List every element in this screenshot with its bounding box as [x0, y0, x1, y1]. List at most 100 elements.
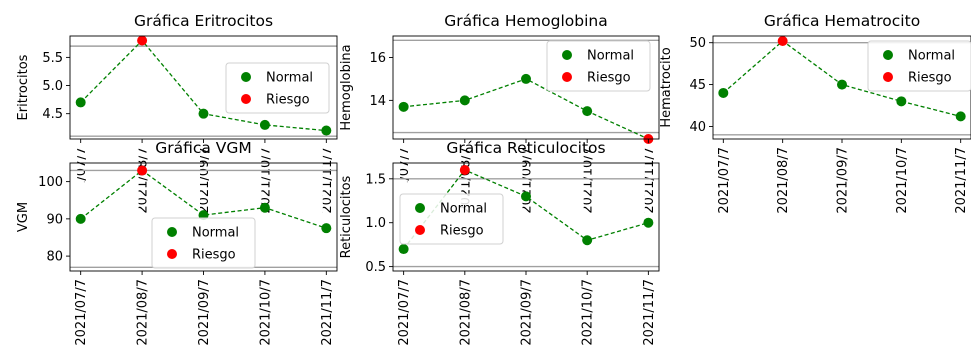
legend-box: [546, 40, 651, 92]
y-tick-label: 1.0: [365, 216, 386, 231]
legend-normal-label: Normal: [192, 226, 239, 241]
legend-risk-marker: [415, 225, 425, 235]
risk-point: [137, 165, 148, 176]
chart-title: Gráfica Reticulocitos: [446, 139, 605, 157]
normal-point: [398, 101, 409, 112]
chart-title: Gráfica VGM: [155, 139, 252, 157]
legend-risk-marker: [167, 249, 177, 259]
y-tick-label: 1.5: [365, 172, 386, 187]
legend-normal-label: Normal: [440, 202, 487, 217]
y-tick-label: 5.0: [42, 79, 63, 94]
legend-normal-marker: [415, 203, 425, 213]
y-axis-label: Reticulocitos: [339, 175, 354, 258]
y-tick-label: 80: [46, 250, 63, 265]
legend-normal-marker: [167, 227, 177, 237]
series-line: [80, 169, 327, 229]
legend-risk-marker: [562, 72, 572, 82]
normal-point: [837, 79, 847, 90]
x-tick-label: 2021/10/7: [581, 279, 596, 346]
chart-title: Gráfica Eritrocitos: [134, 12, 273, 30]
legend-risk-marker: [241, 94, 251, 104]
x-tick-label: 2021/10/7: [258, 279, 273, 346]
normal-point: [582, 106, 593, 117]
normal-point: [75, 213, 86, 224]
legend-normal-label: Normal: [266, 71, 313, 86]
y-tick-label: 16: [369, 51, 386, 66]
legend: Normal Riesgo: [546, 40, 651, 92]
chart-title: Gráfica Hemoglobina: [444, 12, 607, 30]
x-tick-label: 2021/10/7: [895, 147, 910, 214]
x-tick-label: 2021/08/7: [136, 147, 151, 214]
y-tick-label: 100: [38, 175, 63, 190]
chart-panel-3: 40 45 50 2021/07/7 2021/08/7 2021/09/7 2021/10…: [659, 12, 971, 214]
y-tick-label: 14: [369, 94, 386, 109]
normal-point: [321, 125, 332, 136]
normal-point: [398, 244, 409, 255]
legend-risk-label: Riesgo: [440, 224, 484, 239]
legend-risk-label: Riesgo: [908, 71, 952, 86]
legend-box: [151, 217, 256, 269]
legend: Normal Riesgo: [867, 40, 971, 92]
x-tick-label: 2021/08/7: [136, 279, 151, 346]
normal-point: [582, 235, 593, 246]
normal-point: [259, 202, 270, 213]
legend: Normal Riesgo: [151, 217, 256, 269]
normal-point: [321, 223, 332, 234]
risk-point: [137, 35, 148, 46]
legend-risk-label: Riesgo: [266, 93, 310, 108]
x-tick-label: 2021/11/7: [320, 279, 335, 346]
legend-normal-label: Normal: [587, 49, 634, 64]
normal-point: [643, 217, 654, 228]
x-tick-label: 2021/10/7: [581, 147, 596, 214]
legend-risk-marker: [883, 72, 893, 82]
y-axis-label: Eritrocitos: [16, 54, 31, 120]
legend: Normal Riesgo: [399, 193, 504, 245]
x-tick-label: 2021/07/7: [74, 147, 89, 214]
legend-normal-label: Normal: [908, 49, 955, 64]
normal-point: [459, 95, 470, 106]
x-tick-label: 2021/11/7: [642, 147, 657, 214]
x-tick-label: 2021/08/7: [776, 147, 791, 214]
chart-panel-1: 4.5 5.0 5.5 2021/07/7 2021/08/7 2021/09/7 2021…: [16, 12, 338, 214]
normal-point: [521, 73, 531, 84]
y-axis-label: Hemoglobina: [339, 44, 354, 130]
legend: Normal Riesgo: [225, 62, 330, 114]
x-tick-label: 2021/09/7: [197, 279, 212, 346]
y-axis-label: VGM: [16, 202, 31, 232]
x-tick-label: 2021/08/7: [458, 279, 473, 346]
legend-normal-marker: [883, 50, 893, 60]
legend-box: [399, 193, 504, 245]
x-tick-label: 2021/09/7: [197, 147, 212, 214]
legend-box: [225, 62, 330, 114]
legend-risk-label: Riesgo: [587, 71, 631, 86]
x-tick-label: 2021/07/7: [397, 147, 412, 214]
x-tick-label: 2021/07/7: [717, 147, 732, 214]
y-tick-label: 45: [689, 78, 706, 93]
legend-box: [867, 40, 971, 92]
x-tick-label: 2021/11/7: [954, 147, 969, 214]
normal-point: [896, 96, 907, 107]
legend-normal-marker: [241, 72, 251, 82]
y-tick-label: 0.5: [365, 260, 386, 275]
risk-point: [459, 165, 470, 176]
x-tick-label: 2021/09/7: [836, 147, 851, 214]
y-tick-label: 40: [689, 120, 706, 135]
chart-panel-5: 0.5 1.0 1.5 2021/07/7 2021/08/7 2021/09/7 2021…: [339, 139, 660, 346]
legend-normal-marker: [562, 50, 572, 60]
normal-point: [198, 108, 209, 119]
normal-point: [259, 119, 270, 130]
risk-point: [777, 36, 788, 47]
x-tick-label: 2021/09/7: [520, 147, 535, 214]
normal-point: [75, 97, 86, 108]
y-tick-label: 4.5: [42, 107, 63, 122]
x-tick-label: 2021/11/7: [320, 147, 335, 214]
y-axis-label: Hematrocito: [659, 47, 674, 127]
y-tick-label: 50: [689, 36, 706, 51]
x-tick-label: 2021/09/7: [520, 279, 535, 346]
y-tick-label: 90: [46, 212, 63, 227]
legend-risk-label: Riesgo: [192, 248, 236, 263]
normal-point: [955, 111, 966, 122]
chart-panel-4: 80 90 100 2021/07/7 2021/08/7 2021/09/7 2021/1…: [16, 139, 338, 346]
